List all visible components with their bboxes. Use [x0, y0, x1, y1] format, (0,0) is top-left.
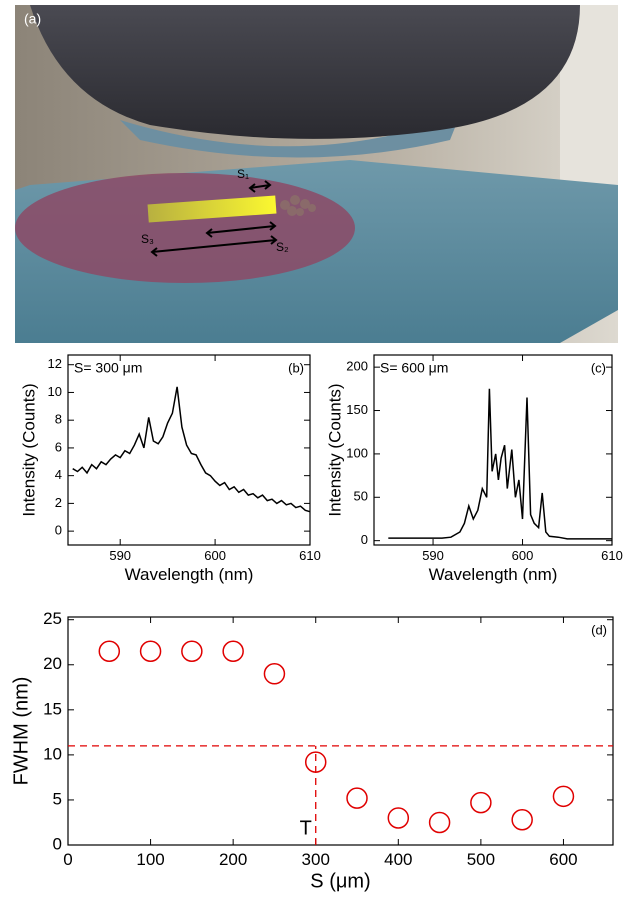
annotation: S₁	[237, 167, 249, 181]
gain-rod	[147, 195, 277, 223]
arrows	[150, 180, 278, 257]
y-tick-label: 50	[354, 489, 368, 504]
chart: 0 100 200 300 400 500 600 0 5 10 15 20 25 S (μm) FWHM …	[10, 609, 614, 893]
data-point	[428, 811, 451, 834]
data-point	[181, 640, 203, 662]
x-tick-label: 590	[422, 548, 444, 563]
x-tick-label: 400	[384, 850, 412, 869]
data-point	[387, 807, 410, 829]
data-point	[470, 791, 492, 814]
plot-frame	[67, 616, 614, 846]
annotation: S₃	[141, 232, 154, 246]
x-tick-label: 610	[299, 548, 321, 563]
plot-frame	[373, 354, 613, 546]
y-tick-label: 0	[361, 532, 368, 547]
panel-label: (d)	[591, 622, 607, 637]
spectrum-line	[388, 388, 612, 540]
annotation: S= 300 μm	[74, 360, 142, 376]
threshold-label: T	[300, 817, 312, 839]
image-panel: (a) S₁ S₂ S₃	[15, 5, 618, 343]
x-tick-label: 100	[136, 850, 164, 869]
y-tick-label: 10	[48, 384, 62, 399]
spectrum-line	[72, 386, 311, 513]
data-point	[98, 640, 121, 662]
lens-rim	[120, 115, 460, 158]
y-tick-label: 200	[346, 359, 368, 374]
chart: 590 600 610 0 2 4 6 8 10 12 Wavelength (nm) Intensi…	[19, 354, 321, 584]
data-point	[263, 663, 286, 685]
particles	[280, 195, 316, 216]
y-tick-label: 25	[43, 609, 62, 628]
y-tick-label: 6	[55, 439, 62, 454]
x-tick-label: 600	[549, 850, 577, 869]
x-tick-label: 600	[512, 548, 534, 563]
data-point	[139, 640, 162, 662]
x-axis-label: Wavelength (nm)	[429, 565, 558, 584]
data-point	[552, 785, 575, 808]
y-tick-label: 12	[48, 356, 62, 371]
x-tick-label: 200	[219, 850, 247, 869]
chart: 590 600 610 0 50 100 150 200 Wavelength (nm) Inte…	[325, 354, 623, 584]
panel-label: (b)	[288, 360, 304, 375]
panel-label: (c)	[591, 360, 606, 375]
data-point	[511, 809, 533, 831]
dye-film	[15, 173, 355, 283]
x-tick-label: 590	[109, 548, 131, 563]
y-tick-label: 4	[55, 467, 62, 482]
x-tick-label: 600	[204, 548, 226, 563]
y-tick-label: 8	[55, 412, 62, 427]
y-tick-label: 2	[55, 495, 62, 510]
y-axis-label: FWHM (nm)	[10, 677, 32, 786]
x-tick-label: 500	[467, 850, 495, 869]
y-tick-label: 0	[55, 523, 62, 538]
annotation: S₂	[276, 240, 289, 254]
x-tick-label: 300	[302, 850, 330, 869]
x-axis-label: Wavelength (nm)	[125, 565, 254, 584]
objective-lens	[30, 5, 580, 139]
data-point	[346, 787, 368, 809]
y-tick-label: 15	[43, 699, 62, 718]
panel-label: (a)	[24, 11, 41, 27]
y-tick-label: 150	[346, 402, 368, 417]
y-axis-label: Intensity (Counts)	[19, 383, 38, 516]
data-point	[304, 751, 327, 773]
x-axis-label: S (μm)	[310, 871, 370, 893]
y-tick-label: 0	[53, 834, 62, 853]
x-tick-label: 0	[63, 850, 72, 869]
annotation: S= 600 μm	[380, 360, 448, 376]
plot-frame	[67, 354, 311, 546]
y-tick-label: 20	[43, 654, 62, 673]
y-tick-label: 5	[53, 789, 62, 808]
y-tick-label: 10	[43, 744, 62, 763]
y-axis-label: Intensity (Counts)	[325, 383, 344, 516]
x-tick-label: 610	[601, 548, 623, 563]
y-tick-label: 100	[346, 445, 368, 460]
data-point	[222, 640, 244, 662]
